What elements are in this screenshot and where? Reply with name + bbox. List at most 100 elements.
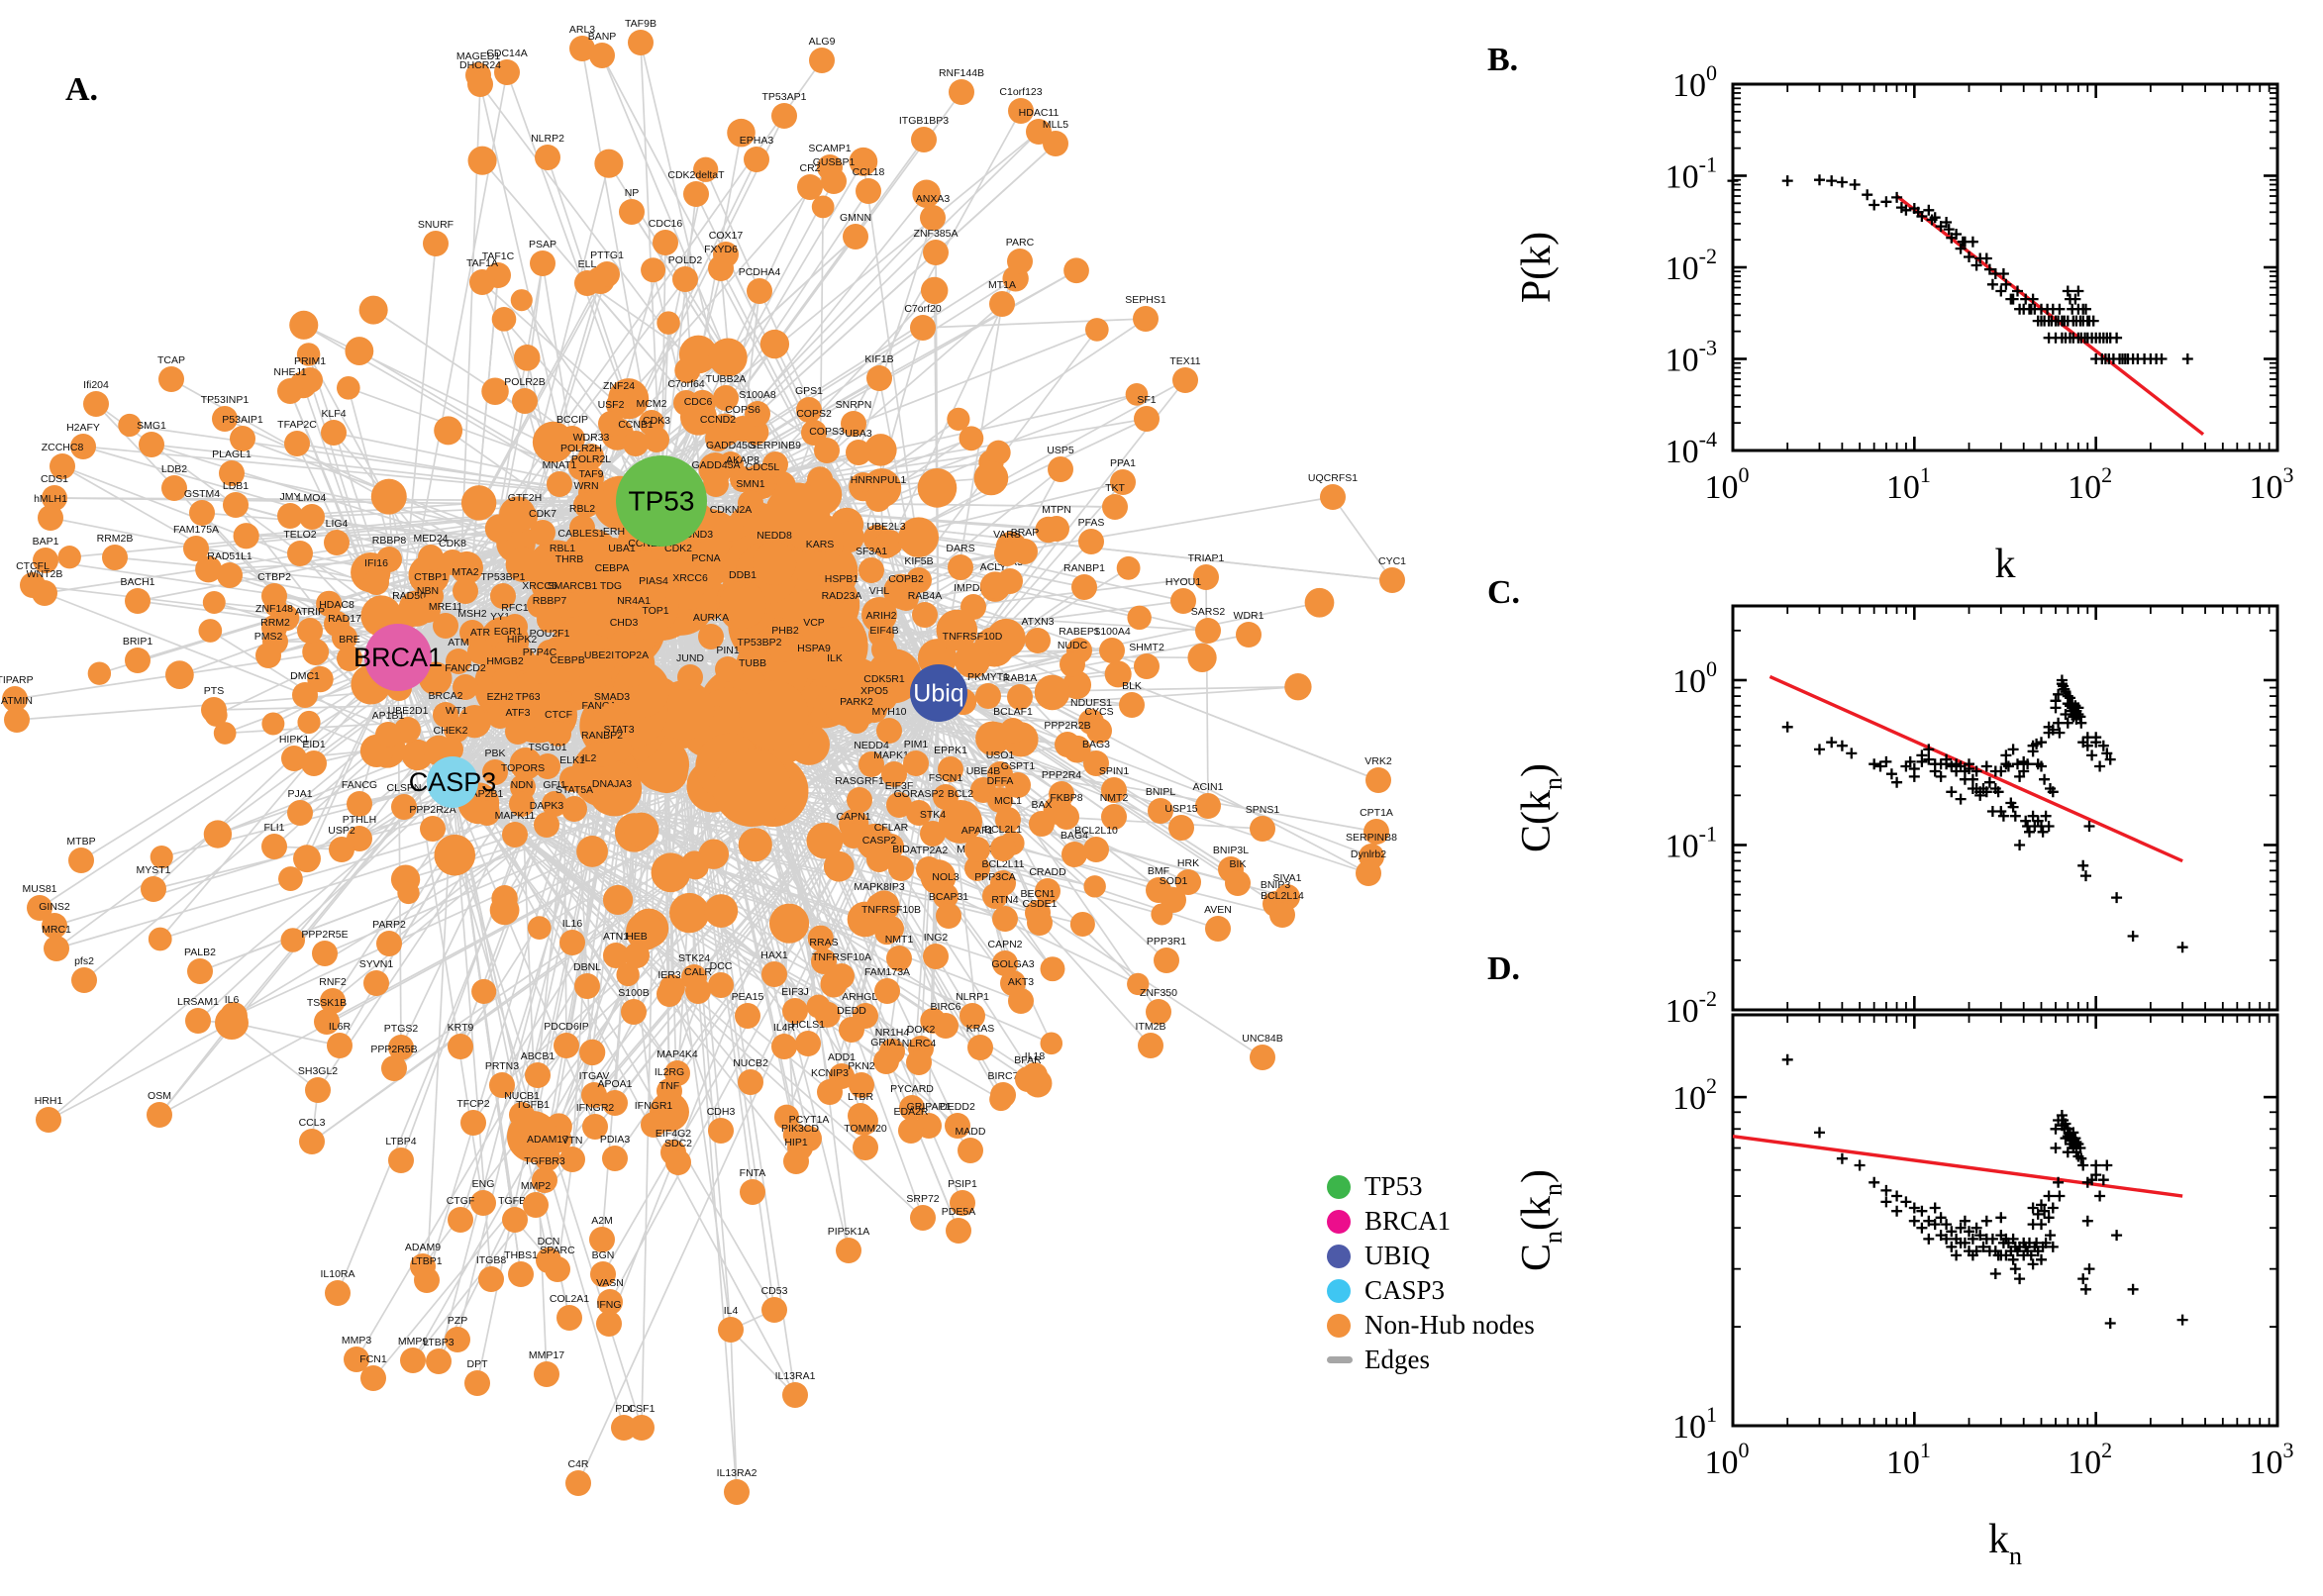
network-node-label: CYCS	[1084, 706, 1113, 718]
network-node-label: CTCF	[545, 709, 572, 721]
network-node: TRIAP1	[1188, 552, 1225, 590]
network-node: FANCD2	[445, 662, 486, 700]
network-node-label: IL2	[582, 752, 597, 764]
network-node: S100A4	[1093, 626, 1131, 663]
network-node-label: PYCARD	[890, 1083, 934, 1095]
network-node-label: ARIH2	[866, 610, 897, 622]
network-node-label: VARS	[993, 529, 1021, 541]
network-node: HIPK2	[507, 634, 537, 671]
network-node: FAM173A	[864, 966, 910, 1004]
network-nodes-layer: ARL3BANPTAF9BALG9MAGED1CDC14ADHCR24TP53A…	[0, 18, 1406, 1505]
network-node: BFAR	[1014, 1054, 1042, 1092]
network-node-label: EDA2R	[893, 1106, 928, 1118]
network-node-label: ITGB8	[476, 1254, 507, 1266]
network-node-label: GFI1	[543, 779, 565, 791]
network-node: IFNGR2	[576, 1102, 614, 1140]
network-node-label: EIF4G2	[656, 1128, 691, 1140]
network-node: PFAS	[1078, 517, 1104, 554]
network-node: TOP1	[642, 605, 669, 643]
network-node-label: ERH	[603, 526, 625, 538]
network-node: RAD51L1	[207, 550, 252, 588]
network-node-label: PTTG1	[590, 249, 624, 261]
network-node-label: TSSK1B	[307, 997, 347, 1009]
network-node-label: PPP3CA	[974, 871, 1015, 883]
network-node-label: CRADD	[1029, 866, 1066, 878]
network-node: FKBP8	[1050, 792, 1083, 830]
network-node-label: SOD1	[1160, 875, 1188, 887]
network-node: PPP2R4	[1042, 769, 1081, 807]
network-node-label: FKBP8	[1050, 792, 1082, 804]
network-node: PALB2	[184, 947, 216, 984]
network-node-label: IFI16	[364, 557, 388, 569]
network-node: IL6R	[327, 1021, 353, 1058]
network-node: UBE2D1	[388, 705, 429, 743]
network-node: CD53	[761, 1285, 788, 1323]
axis-title: Cn(kn)	[1514, 1169, 1567, 1271]
network-node-label: THBS1	[504, 1249, 538, 1261]
network-node-label: USP5	[1047, 445, 1074, 456]
network-node-label: FCN1	[359, 1353, 387, 1365]
network-node-label: GSPT1	[1001, 760, 1036, 772]
network-node-label: SF1	[1137, 394, 1156, 406]
network-node: LTBP3	[423, 1337, 454, 1374]
network-node: RNF2	[319, 976, 347, 1014]
network-node-label: UBE2I	[584, 649, 614, 661]
network-node-label: ATR	[470, 627, 491, 639]
network-node-label: KIF1B	[864, 353, 893, 365]
network-node-label: PZP	[448, 1315, 467, 1327]
network-node: RANBP1	[1063, 562, 1105, 600]
network-node: WT1	[444, 705, 469, 743]
network-node-label: CSF1	[629, 1403, 656, 1415]
network-node: CDKN2A	[710, 504, 752, 542]
network-node: MMP9	[398, 1336, 428, 1373]
network-node: SMARCB1	[548, 580, 598, 618]
network-node: SARS2	[1191, 606, 1225, 644]
network-node-label: S100A8	[739, 389, 776, 401]
network-node: CTGF	[447, 1195, 474, 1233]
network-node-label: MMP2	[521, 1180, 551, 1192]
network-node-label: SMG1	[137, 420, 166, 432]
network-node-label: Ifi204	[83, 379, 109, 391]
network-node: COPS2	[796, 408, 832, 446]
network-node-label: TRIAP1	[1188, 552, 1225, 564]
network-node-label: VRK2	[1364, 755, 1392, 767]
network-node: RFC1	[501, 602, 529, 640]
network-node-label: COX17	[709, 230, 744, 242]
network-node: DEDD	[837, 1005, 866, 1043]
network-node: TSG101	[528, 742, 567, 779]
network-node: DPT	[464, 1358, 490, 1396]
network-node: UBA3	[845, 428, 872, 465]
network-node: BCAP31	[929, 891, 968, 929]
legend-label: UBIQ	[1364, 1241, 1430, 1270]
network-node: TFCP2	[456, 1098, 490, 1136]
panel-b-label: B.	[1487, 42, 1519, 78]
network-node-label: TAF9	[579, 468, 604, 480]
network-node-label: H2AFY	[66, 422, 100, 434]
network-node-label: FSCN1	[929, 772, 963, 784]
network-node: LDB1	[223, 480, 249, 518]
network-node: PSIP1	[948, 1178, 977, 1216]
network-node-label: MLL5	[1043, 119, 1068, 131]
network-node: TELO2	[283, 529, 317, 566]
network-node: RBL2	[569, 503, 595, 541]
network-node-label: VASN	[596, 1277, 624, 1289]
network-node-label: NUDC	[1058, 640, 1088, 651]
network-node-label: TOP1	[642, 605, 668, 617]
network-node: NR4A1	[617, 595, 651, 633]
network-node: CSF1	[629, 1403, 656, 1441]
network-node-label: STAT3	[603, 724, 634, 736]
network-node: GINS2	[39, 901, 70, 939]
network-node: RAD23A	[822, 590, 861, 628]
network-node: VRK2	[1364, 755, 1392, 793]
network-node-label: CPT1A	[1360, 807, 1393, 819]
network-node-label: PRTN3	[485, 1060, 519, 1072]
network-node: EPPK1	[934, 745, 967, 782]
network-node-label: MUS81	[22, 883, 56, 895]
network-node-label: MAP4K4	[656, 1048, 698, 1060]
network-node-label: JMY	[280, 491, 301, 503]
network-node: IL4	[718, 1305, 744, 1343]
network-node: KCNIP3	[811, 1067, 849, 1105]
network-node-label: ATXN3	[1021, 616, 1054, 628]
tick-label: 10-1	[1666, 821, 1717, 864]
network-node: CASP2	[862, 835, 896, 872]
